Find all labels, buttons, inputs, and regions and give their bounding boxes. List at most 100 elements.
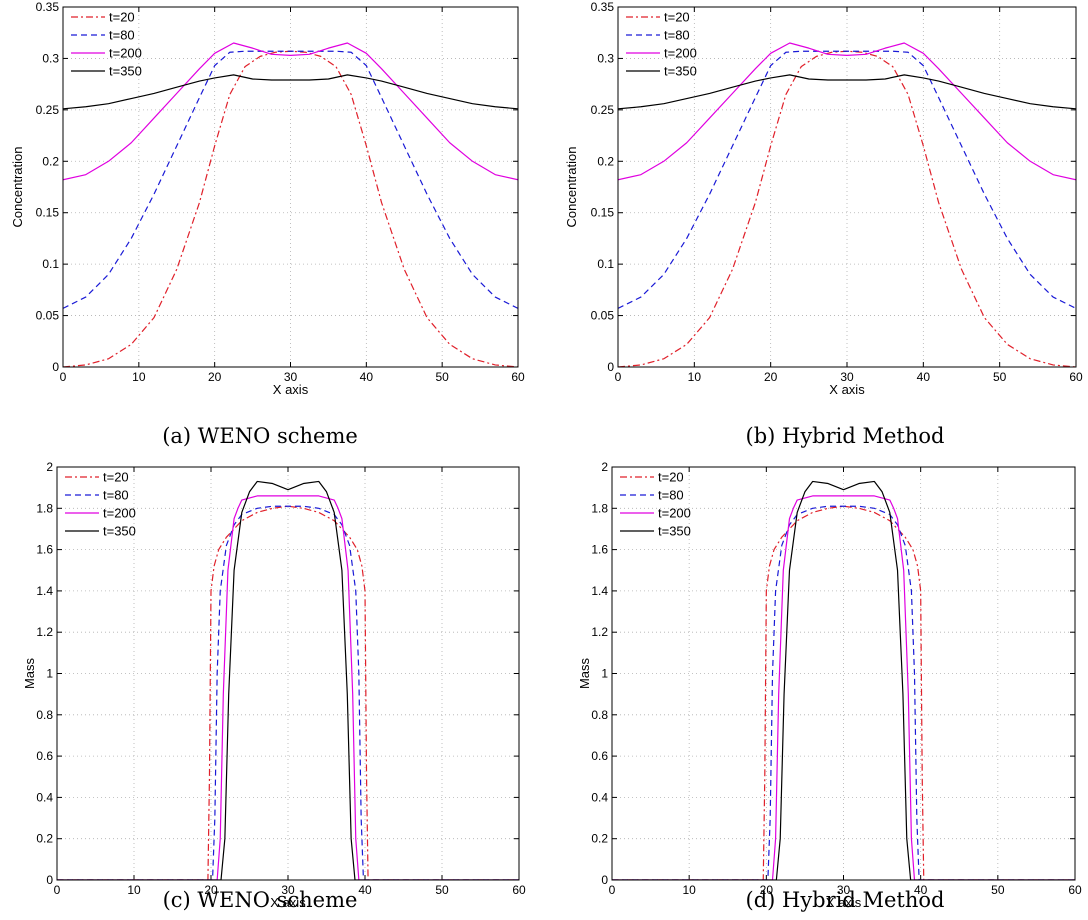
y-axis-label: Concentration [10,147,25,228]
legend: t=20 t=80 t=200 t=350 [620,470,691,539]
plot-frame [56,466,520,881]
y-tick-label: 0.2 [36,832,53,846]
x-tick-label: 0 [615,370,622,384]
legend-label: t=350 [664,64,697,79]
series-line-t-200 [63,42,518,181]
x-tick-label: 40 [917,370,931,384]
series-line-t-350 [63,74,518,110]
x-tick-label: 40 [914,883,928,897]
caption-d: (d) Hybrid Method [746,888,945,912]
caption-c: (c) WENO scheme [163,888,358,912]
x-tick-label: 20 [764,370,778,384]
legend-label: t=20 [109,10,135,25]
series-line-t-200 [57,495,519,880]
series-group [57,480,519,880]
legend-label: t=80 [664,28,690,43]
legend-label: t=80 [103,488,129,503]
y-tick-label: 0.35 [591,0,615,14]
legend-label: t=200 [658,506,691,521]
y-tick-label: 0.15 [591,206,615,220]
x-tick-label: 60 [1069,370,1083,384]
plot-frame [62,6,519,368]
series-line-t-80 [618,50,1076,309]
y-axis-label: Mass [577,657,592,689]
legend: t=20 t=80 t=200 t=350 [626,10,697,79]
legend-label: t=20 [103,470,129,485]
y-tick-label: 0.05 [591,309,615,323]
legend: t=20 t=80 t=200 t=350 [71,10,142,79]
y-tick-label: 1.4 [591,584,608,598]
x-axis-label: X axis [826,895,862,910]
x-tick-label: 10 [688,370,702,384]
chart-panel-d: 0 10 20 30 40 50 60 0 0.2 0.4 0.6 0.8 1 1.2 1.4 1.6 1.8 2… [577,460,1082,910]
y-tick-label: 0.15 [36,206,60,220]
plot-frame [617,6,1077,368]
x-axis-label: X axis [829,382,865,397]
series-line-t-350 [57,480,519,880]
y-tick-label: 0 [46,873,53,887]
y-tick-label: 0.6 [36,749,53,763]
y-tick-label: 0.8 [36,708,53,722]
series-group [618,42,1076,367]
series-line-t-80 [57,505,519,880]
legend-label: t=20 [658,470,684,485]
y-tick-label: 1.8 [591,501,608,515]
x-tick-label: 30 [837,883,851,897]
series-line-t-200 [612,495,1075,880]
y-tick-label: 0.2 [597,154,614,168]
y-tick-label: 0.25 [591,103,615,117]
y-tick-label: 1 [601,667,608,681]
y-tick-label: 0 [601,873,608,887]
legend-label: t=350 [109,64,142,79]
x-tick-label: 40 [360,370,374,384]
x-tick-label: 60 [1068,883,1082,897]
x-tick-label: 20 [208,370,222,384]
y-axis-label: Mass [22,657,37,689]
legend-label: t=350 [658,524,691,539]
legend-label: t=350 [103,524,136,539]
series-line-t-200 [618,42,1076,181]
y-tick-label: 0.2 [42,154,59,168]
y-tick-label: 0 [52,360,59,374]
y-tick-label: 0.4 [36,790,53,804]
series-group [612,480,1075,880]
x-tick-label: 50 [993,370,1007,384]
x-tick-label: 60 [511,370,525,384]
x-tick-label: 10 [127,883,141,897]
series-group [63,42,518,367]
series-line-t-20 [57,505,519,880]
y-tick-label: 0.2 [591,832,608,846]
y-tick-label: 0.25 [36,103,60,117]
series-line-t-20 [612,505,1075,880]
y-tick-label: 0.1 [597,257,614,271]
y-tick-label: 0.35 [36,0,60,14]
x-tick-label: 10 [682,883,696,897]
y-tick-label: 0.6 [591,749,608,763]
y-tick-label: 0.4 [591,790,608,804]
x-tick-label: 30 [840,370,854,384]
chart-panel-c: 0 10 20 30 40 50 60 0 0.2 0.4 0.6 0.8 1 1.2 1.4 1.6 1.8 2… [22,460,526,910]
x-tick-label: 30 [281,883,295,897]
legend-label: t=80 [109,28,135,43]
legend-label: t=20 [664,10,690,25]
y-tick-label: 1.4 [36,584,53,598]
y-tick-label: 0.3 [42,51,59,65]
y-tick-label: 0.05 [36,309,60,323]
series-line-t-350 [612,480,1075,880]
y-tick-label: 1.6 [591,543,608,557]
chart-panel-a: 0 10 20 30 40 50 60 0 0.05 0.1 0.15 0.2 0.25 0.3 0.35 X… [10,0,525,397]
x-tick-label: 30 [284,370,298,384]
x-tick-label: 40 [358,883,372,897]
y-tick-label: 1.6 [36,543,53,557]
y-tick-label: 0.3 [597,51,614,65]
x-tick-label: 50 [435,883,449,897]
series-line-t-80 [612,505,1075,880]
y-tick-label: 1.8 [36,501,53,515]
x-axis-label: X axis [270,895,306,910]
y-tick-label: 0 [607,360,614,374]
y-tick-label: 0.8 [591,708,608,722]
x-tick-label: 0 [54,883,61,897]
legend: t=20 t=80 t=200 t=350 [65,470,136,539]
y-tick-label: 1.2 [591,625,608,639]
